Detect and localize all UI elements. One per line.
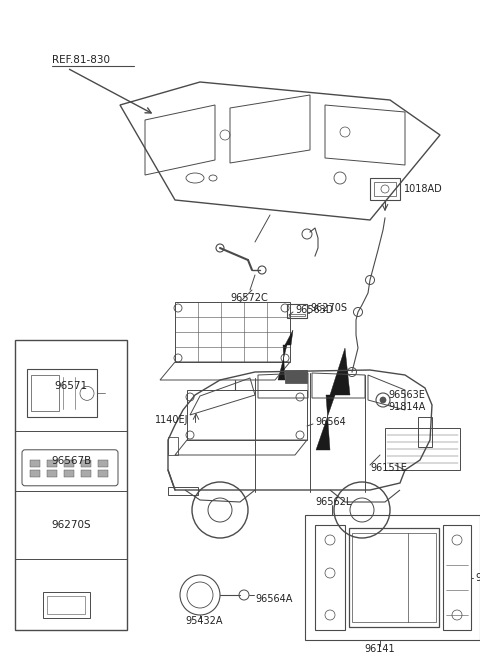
- Bar: [98, 470, 108, 477]
- Text: 96564: 96564: [315, 417, 346, 427]
- Bar: [15, 340, 127, 630]
- Bar: [315, 525, 345, 630]
- Bar: [349, 528, 439, 627]
- Bar: [287, 304, 307, 318]
- Bar: [168, 487, 198, 495]
- Bar: [64, 470, 74, 477]
- Text: 1140EJ: 1140EJ: [155, 415, 189, 425]
- Bar: [81, 470, 91, 477]
- Text: REF.81-830: REF.81-830: [52, 55, 110, 65]
- Bar: [374, 182, 396, 196]
- Bar: [30, 470, 40, 477]
- Bar: [385, 428, 460, 470]
- Bar: [30, 460, 40, 467]
- Bar: [305, 515, 480, 640]
- Text: 95432A: 95432A: [185, 616, 223, 626]
- Polygon shape: [316, 348, 350, 450]
- Text: 96141: 96141: [365, 644, 396, 654]
- Bar: [418, 417, 432, 447]
- Text: 96572C: 96572C: [230, 293, 268, 303]
- Bar: [47, 470, 57, 477]
- Circle shape: [380, 397, 386, 403]
- Text: 96571: 96571: [54, 380, 87, 391]
- Text: 96270S: 96270S: [51, 520, 91, 530]
- Bar: [64, 460, 74, 467]
- Text: 96270S: 96270S: [310, 303, 347, 313]
- Text: 96562L: 96562L: [315, 497, 351, 507]
- Text: 96563D: 96563D: [295, 305, 334, 315]
- Bar: [168, 437, 178, 455]
- Bar: [81, 460, 91, 467]
- Text: 91814A: 91814A: [388, 402, 425, 412]
- Bar: [352, 533, 436, 622]
- Text: 96563E: 96563E: [388, 390, 425, 400]
- Polygon shape: [278, 330, 293, 380]
- Bar: [31, 375, 59, 411]
- Bar: [289, 314, 305, 316]
- Text: 96564A: 96564A: [255, 594, 292, 604]
- Bar: [285, 370, 307, 383]
- Text: 1018AD: 1018AD: [404, 184, 443, 194]
- Bar: [98, 460, 108, 467]
- Text: 96567B: 96567B: [51, 456, 91, 466]
- Text: 96562R: 96562R: [475, 573, 480, 583]
- Bar: [47, 460, 57, 467]
- Bar: [27, 369, 97, 417]
- Bar: [443, 525, 471, 630]
- Bar: [370, 178, 400, 200]
- Text: 96151E: 96151E: [370, 463, 407, 473]
